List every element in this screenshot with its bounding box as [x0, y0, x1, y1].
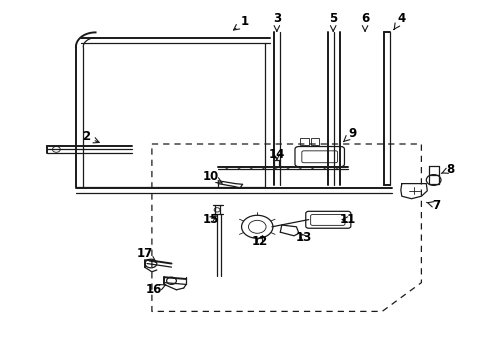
Bar — [300, 138, 309, 145]
Text: 8: 8 — [441, 163, 455, 176]
Text: 14: 14 — [269, 148, 285, 161]
Text: 6: 6 — [361, 12, 369, 31]
Text: 10: 10 — [202, 170, 222, 183]
Text: 17: 17 — [136, 247, 156, 262]
Text: 11: 11 — [340, 213, 356, 226]
Text: 2: 2 — [82, 130, 99, 143]
Text: 9: 9 — [343, 127, 357, 141]
Text: 13: 13 — [295, 231, 312, 244]
Bar — [311, 138, 319, 145]
Text: 5: 5 — [329, 12, 337, 31]
Text: 16: 16 — [146, 283, 166, 296]
Text: 15: 15 — [202, 213, 219, 226]
Text: 12: 12 — [251, 235, 268, 248]
Text: 3: 3 — [273, 12, 281, 31]
Text: 1: 1 — [234, 15, 249, 30]
Text: 7: 7 — [427, 199, 440, 212]
Text: 4: 4 — [394, 12, 406, 30]
